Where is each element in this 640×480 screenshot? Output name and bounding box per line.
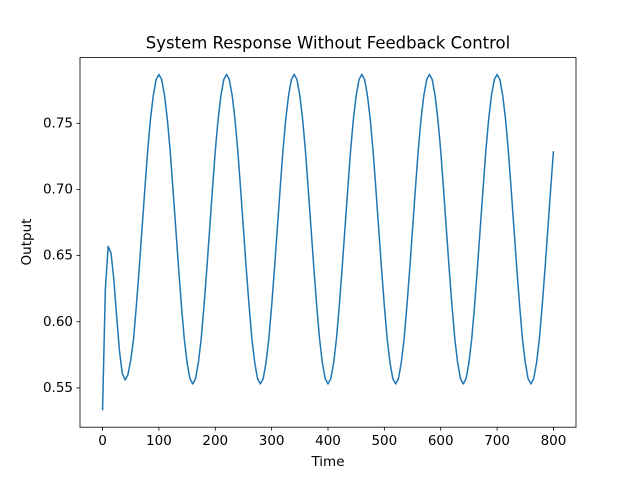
x-tick-label: 500 xyxy=(371,433,397,449)
x-tick-label: 600 xyxy=(428,433,454,449)
x-tick-label: 700 xyxy=(484,433,510,449)
x-tick-label: 0 xyxy=(98,433,107,449)
x-tick-label: 100 xyxy=(146,433,172,449)
x-tick-label: 400 xyxy=(315,433,341,449)
chart-title: System Response Without Feedback Control xyxy=(146,34,510,53)
y-axis-label: Output xyxy=(19,219,35,266)
x-tick-label: 300 xyxy=(259,433,285,449)
y-tick-label: 0.70 xyxy=(43,181,73,197)
y-tick-label: 0.65 xyxy=(43,248,73,264)
x-tick-label: 200 xyxy=(202,433,228,449)
x-axis-label: Time xyxy=(310,454,344,470)
y-tick-label: 0.75 xyxy=(43,115,73,131)
y-tick-label: 0.55 xyxy=(43,380,73,396)
x-tick-label: 800 xyxy=(541,433,567,449)
y-tick-label: 0.60 xyxy=(43,314,73,330)
line-series xyxy=(101,73,555,411)
plot-frame xyxy=(79,57,577,428)
